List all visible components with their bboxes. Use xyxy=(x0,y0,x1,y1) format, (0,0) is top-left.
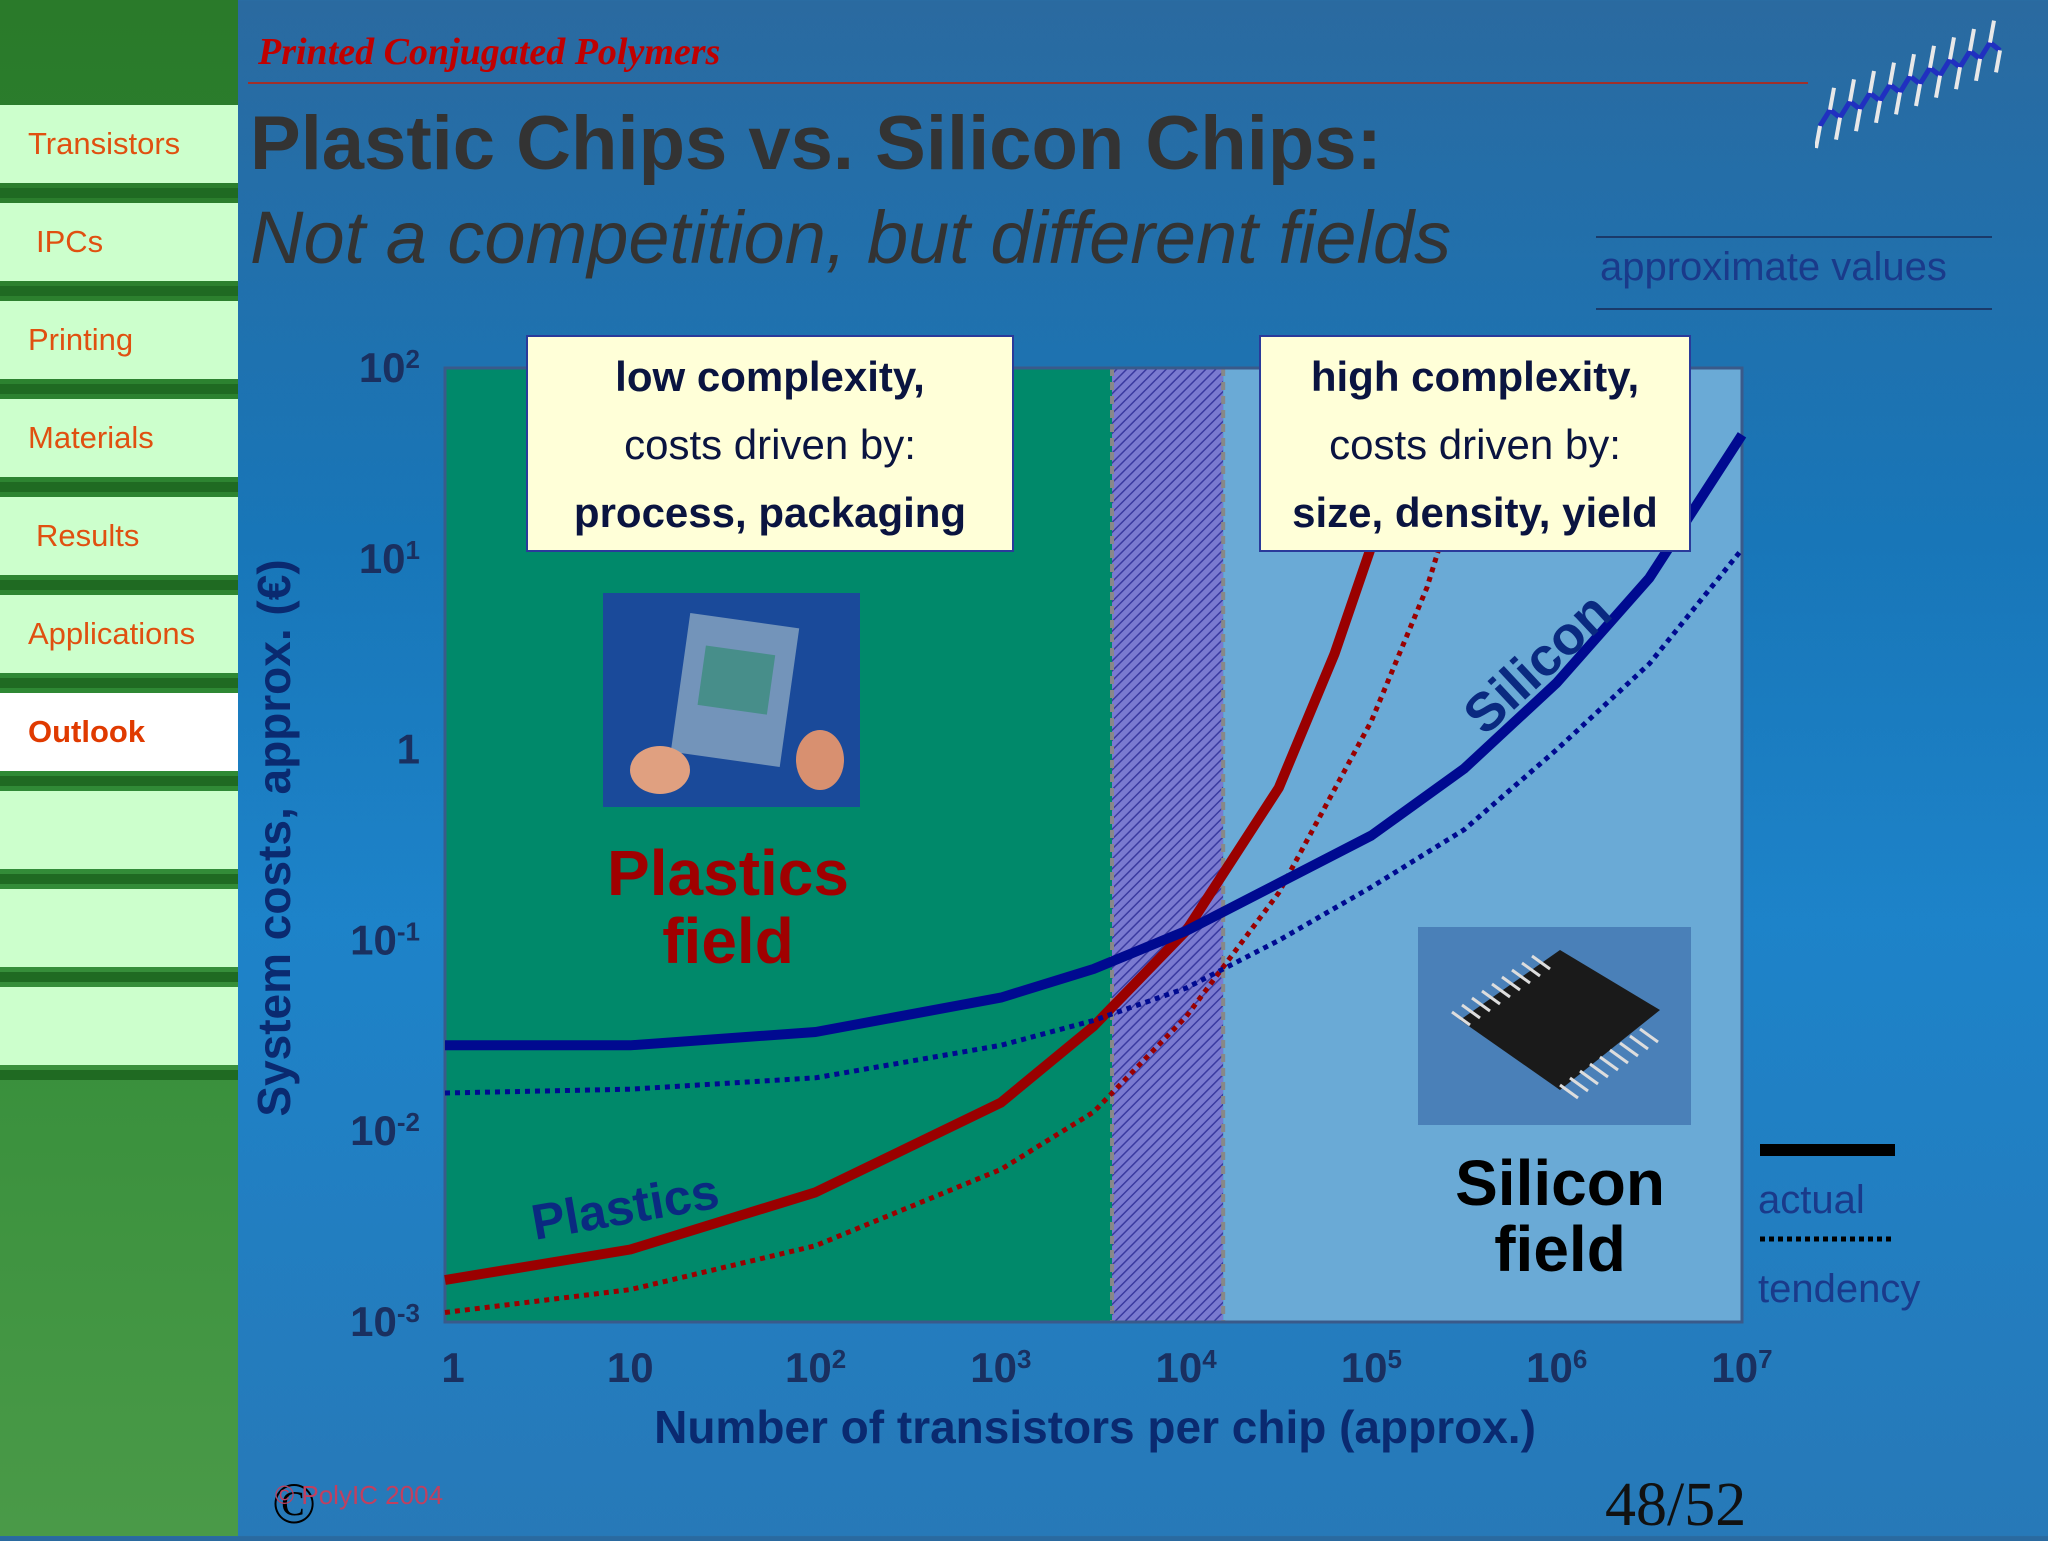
polymer-side-group xyxy=(1928,45,1936,69)
x-tick-label: 1 xyxy=(441,1344,464,1391)
sidebar-item-empty xyxy=(0,987,238,1065)
header-divider xyxy=(248,82,1808,84)
sidebar-item-ipcs[interactable]: IPCs xyxy=(0,203,238,281)
polymer-side-group xyxy=(1874,100,1882,124)
series-line-tendency xyxy=(444,547,1744,1096)
header-title: Printed Conjugated Polymers xyxy=(258,31,721,73)
y-tick-label: 10-2 xyxy=(350,1107,420,1154)
y-tick-label: 10-3 xyxy=(350,1298,420,1345)
slide-subtitle: Not a competition, but different fields xyxy=(250,196,1452,279)
callout-high-complexity-box xyxy=(1259,335,1691,552)
polymer-side-group xyxy=(1954,66,1962,90)
callout-high-complexity-line: costs driven by: xyxy=(1329,421,1621,468)
page-number: 48/52 xyxy=(1605,1471,1747,1539)
series-silicon-actual xyxy=(445,432,1747,1051)
polymer-side-group xyxy=(1828,87,1836,111)
sidebar-stripe xyxy=(0,874,238,884)
sidebar-stripe xyxy=(0,678,238,688)
polymer-side-group xyxy=(1968,28,1976,52)
sidebar-stripe xyxy=(0,384,238,394)
note-bottom-rule xyxy=(1596,308,1992,310)
y-tick-label: 10-1 xyxy=(350,916,420,963)
polymer-side-group xyxy=(1834,117,1842,140)
copyright-symbol: © xyxy=(272,1471,317,1536)
sidebar-item-materials[interactable]: Materials xyxy=(0,399,238,477)
sidebar-stripe xyxy=(0,188,238,198)
polymer-side-group xyxy=(1868,70,1876,94)
legend-actual-label: actual xyxy=(1758,1178,1865,1222)
sidebar-item-empty xyxy=(0,889,238,967)
plastics-field-label: field xyxy=(662,905,794,977)
y-tick-label: 101 xyxy=(359,535,420,582)
sidebar-item-outlook[interactable]: Outlook xyxy=(0,693,238,771)
callout-low-complexity-box xyxy=(526,335,1014,552)
sidebar: Transistors IPCs Printing Materials Results A… xyxy=(0,0,238,1536)
callout-low-complexity-line: costs driven by: xyxy=(624,421,916,468)
series-plastics-actual xyxy=(444,490,1395,1285)
x-tick-label: 102 xyxy=(785,1344,846,1391)
polymer-side-group xyxy=(1894,92,1902,115)
x-tick-label: 106 xyxy=(1526,1344,1587,1391)
sidebar-item-printing[interactable]: Printing xyxy=(0,301,238,379)
polymer-side-group xyxy=(1888,62,1896,85)
callout-low-complexity-line: process, packaging xyxy=(574,489,966,536)
polymer-side-group xyxy=(1848,79,1856,102)
sidebar-stripe xyxy=(0,482,238,492)
polymer-side-group xyxy=(1934,75,1942,98)
silicon-field-label: field xyxy=(1494,1213,1626,1285)
region-transition-zone xyxy=(1112,368,1224,1322)
sidebar-item-transistors[interactable]: Transistors xyxy=(0,105,238,183)
callout-low-complexity-line: low complexity, xyxy=(615,353,925,400)
sidebar-stripe xyxy=(0,972,238,982)
plot-frame xyxy=(443,366,1744,1324)
y-tick-label: 102 xyxy=(359,344,420,391)
note-top-rule xyxy=(1596,236,1992,238)
callout-high-complexity-line: high complexity, xyxy=(1311,353,1639,400)
polymer-side-group xyxy=(1974,58,1982,82)
x-tick-label: 105 xyxy=(1341,1344,1402,1391)
slide-title: Plastic Chips vs. Silicon Chips: xyxy=(250,101,1382,186)
series-line-tendency xyxy=(444,405,1485,1315)
approximate-note: approximate values xyxy=(1600,245,1947,289)
sidebar-stripe xyxy=(0,1070,238,1080)
silicon-chip-photo xyxy=(1418,927,1691,1125)
sidebar-item-applications[interactable]: Applications xyxy=(0,595,238,673)
x-tick-label: 103 xyxy=(970,1344,1031,1391)
legend-tendency-label: tendency xyxy=(1758,1267,1920,1311)
polymer-side-group xyxy=(1988,20,1996,43)
sidebar-stripe xyxy=(0,776,238,786)
polymer-side-group xyxy=(1854,108,1862,132)
callout-low-complexity: low complexity, costs driven by: process, … xyxy=(526,335,1014,552)
callout-high-complexity-line: size, density, yield xyxy=(1292,489,1658,536)
x-tick-label: 10 xyxy=(607,1344,654,1391)
plastics-field-label: Plastics xyxy=(607,837,849,909)
sidebar-item-empty xyxy=(0,791,238,869)
sidebar-item-results[interactable]: Results xyxy=(0,497,238,575)
polymer-side-group xyxy=(1914,83,1922,107)
polymer-side-group xyxy=(1815,125,1822,149)
y-axis-label: System costs, approx. (€) xyxy=(248,559,300,1116)
sidebar-stripe xyxy=(0,286,238,296)
polymer-side-group xyxy=(1994,50,2002,73)
polymer-side-group xyxy=(1908,53,1916,77)
x-tick-label: 104 xyxy=(1156,1344,1218,1391)
sidebar-stripe xyxy=(0,580,238,590)
silicon-field-label: Silicon xyxy=(1455,1147,1665,1219)
x-axis-label: Number of transistors per chip (approx.) xyxy=(654,1401,1536,1453)
polymer-chain-logo xyxy=(1815,20,2002,149)
copyright-text: © PolyIC 2004 xyxy=(275,1480,444,1510)
x-tick-label: 107 xyxy=(1711,1344,1772,1391)
callout-high-complexity: high complexity, costs driven by: size, de… xyxy=(1259,335,1691,552)
y-tick-label: 1 xyxy=(397,726,420,773)
plastic-chip-photo xyxy=(603,593,860,807)
polymer-side-group xyxy=(1948,37,1956,60)
